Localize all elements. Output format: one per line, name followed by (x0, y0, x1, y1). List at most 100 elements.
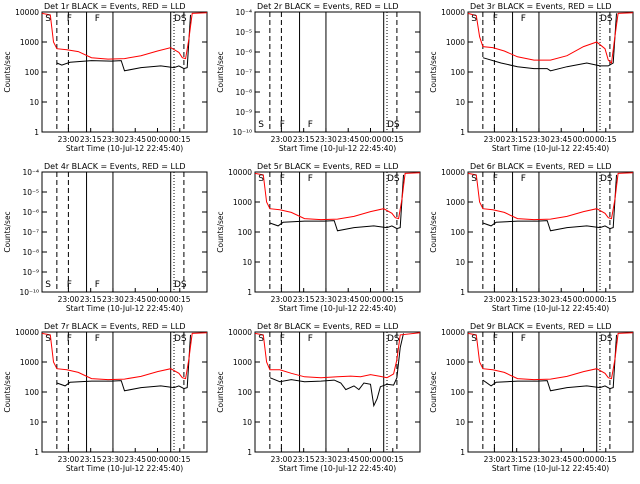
flag-marker: DS (174, 334, 187, 344)
y-tick-label: 10000 (15, 8, 39, 17)
x-tick-label: 00:15 (169, 455, 191, 464)
series-line-events (482, 174, 617, 232)
x-tick-label: 00:00 (360, 455, 382, 464)
panel-det-3: Det 3r BLACK = Events, RED = LLD 1 10 100 10… (429, 2, 634, 153)
panel-det-1: Det 1r BLACK = Events, RED = LLD 1 10 100 10… (3, 2, 208, 153)
y-axis-label: Counts/sec (216, 51, 225, 92)
x-tick-label: 23:00 (58, 295, 80, 304)
y-tick-label: 1 (247, 288, 252, 297)
x-tick-label: 23:00 (58, 135, 80, 144)
series-line-lld (41, 332, 208, 381)
series-line-events (56, 334, 191, 392)
flag-marker: DS (387, 120, 400, 130)
x-axis-label: Start Time (10-Jul-12 22:45:40) (66, 464, 183, 473)
flag-marker: S (45, 280, 51, 290)
panel-det-8: Det 8r BLACK = Events, RED = LLD 1 10 100 10… (216, 322, 421, 473)
y-tick-label: 1000 (446, 38, 465, 47)
y-tick-label: 1 (34, 448, 39, 457)
y-tick-label: 10000 (441, 328, 465, 337)
panel-title: Det 9r BLACK = Events, RED = LLD (470, 322, 612, 331)
flag-marker: F (67, 280, 72, 290)
panel-title: Det 4r BLACK = Events, RED = LLD (44, 162, 186, 171)
y-tick-label: 10⁻⁹ (235, 108, 252, 117)
x-tick-label: 23:15 (80, 295, 102, 304)
flag-marker: DS (387, 334, 400, 344)
series-line-events (269, 333, 404, 408)
x-tick-label: 00:15 (595, 135, 617, 144)
x-tick-label: 00:15 (169, 135, 191, 144)
flag-marker: S (258, 120, 264, 130)
x-tick-label: 23:45 (124, 295, 146, 304)
panel-title: Det 1r BLACK = Events, RED = LLD (44, 2, 186, 11)
panel-det-9: Det 9r BLACK = Events, RED = LLD 1 10 100 10… (429, 322, 634, 473)
flag-marker: F (493, 14, 498, 24)
flag-marker: F (308, 120, 313, 130)
y-tick-label: 1 (34, 128, 39, 137)
panel-title: Det 3r BLACK = Events, RED = LLD (470, 2, 612, 11)
x-axis-label: Start Time (10-Jul-12 22:45:40) (66, 304, 183, 313)
y-tick-label: 10 (29, 418, 39, 427)
y-tick-label: 1 (460, 448, 465, 457)
y-tick-label: 1 (460, 288, 465, 297)
y-tick-label: 100 (451, 228, 466, 237)
flag-marker: F (95, 334, 100, 344)
series-line-lld (467, 12, 634, 65)
flag-marker: S (45, 334, 51, 344)
plot-frame (41, 171, 208, 293)
y-tick-label: 10 (455, 418, 465, 427)
flag-marker: F (521, 14, 526, 24)
x-tick-label: 23:45 (550, 295, 572, 304)
x-tick-label: 00:00 (573, 295, 595, 304)
x-axis-label: Start Time (10-Jul-12 22:45:40) (66, 144, 183, 153)
panel-title: Det 5r BLACK = Events, RED = LLD (257, 162, 399, 171)
y-tick-label: 1000 (20, 38, 39, 47)
y-tick-label: 100 (238, 228, 253, 237)
plot-frame (467, 11, 634, 133)
flag-marker: DS (174, 14, 187, 24)
y-tick-label: 1000 (233, 358, 252, 367)
y-tick-label: 100 (451, 388, 466, 397)
plot-frame (41, 11, 208, 133)
y-tick-label: 10000 (228, 168, 252, 177)
flag-marker: DS (387, 174, 400, 184)
y-tick-label: 10⁻⁶ (22, 208, 39, 217)
y-tick-label: 1000 (446, 198, 465, 207)
x-tick-label: 00:00 (573, 455, 595, 464)
series-line-lld (467, 172, 634, 221)
flag-marker: F (493, 334, 498, 344)
y-tick-label: 10 (242, 258, 252, 267)
y-tick-label: 10⁻⁷ (22, 228, 39, 237)
x-tick-label: 00:00 (147, 455, 169, 464)
x-axis-label: Start Time (10-Jul-12 22:45:40) (492, 304, 609, 313)
y-tick-label: 1000 (446, 358, 465, 367)
flag-marker: DS (600, 334, 613, 344)
x-tick-label: 23:15 (80, 135, 102, 144)
x-tick-label: 23:45 (124, 135, 146, 144)
y-tick-label: 10⁻⁵ (235, 28, 252, 37)
panel-title: Det 8r BLACK = Events, RED = LLD (257, 322, 399, 331)
x-tick-label: 23:00 (484, 295, 506, 304)
y-tick-label: 10⁻⁸ (22, 248, 39, 257)
y-tick-label: 10000 (228, 328, 252, 337)
x-tick-label: 23:00 (484, 455, 506, 464)
x-axis-label: Start Time (10-Jul-12 22:45:40) (492, 464, 609, 473)
y-tick-label: 10⁻⁴ (235, 8, 252, 17)
panel-title: Det 6r BLACK = Events, RED = LLD (470, 162, 612, 171)
panel-det-4: Det 4r BLACK = Events, RED = LLD 10⁻¹⁰ 10⁻… (3, 162, 208, 313)
flag-marker: F (280, 334, 285, 344)
y-tick-label: 10⁻⁶ (235, 48, 252, 57)
x-tick-label: 00:00 (360, 295, 382, 304)
plot-frame (254, 331, 421, 453)
panel-det-7: Det 7r BLACK = Events, RED = LLD 1 10 100 10… (3, 322, 208, 473)
x-tick-label: 23:15 (80, 455, 102, 464)
series-line-lld (41, 12, 208, 60)
x-tick-label: 23:30 (315, 295, 337, 304)
flag-marker: F (308, 174, 313, 184)
y-tick-label: 1000 (233, 198, 252, 207)
x-tick-label: 23:15 (293, 295, 315, 304)
flag-marker: S (258, 334, 264, 344)
y-tick-label: 1 (247, 448, 252, 457)
series-line-lld (254, 172, 421, 221)
series-line-events (269, 174, 404, 232)
x-axis-label: Start Time (10-Jul-12 22:45:40) (279, 144, 396, 153)
